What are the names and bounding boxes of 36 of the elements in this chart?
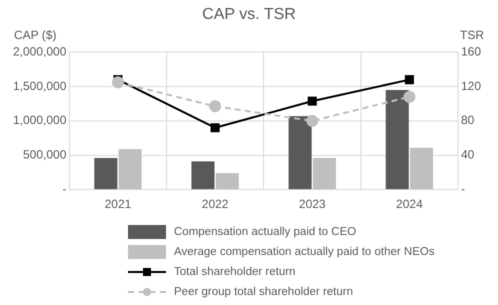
y2-tick-label: 40 — [460, 148, 475, 162]
y-tick-label: 500,000 — [22, 148, 67, 162]
point — [308, 96, 317, 106]
chart-title: CAP vs. TSR — [201, 5, 297, 25]
point — [404, 75, 414, 84]
y2-axis-title: TSR — [460, 28, 484, 42]
y-tick-label: 1,000,000 — [12, 113, 67, 128]
x-tick-label: 2023 — [298, 197, 326, 212]
x-tick-label: 2021 — [104, 197, 132, 212]
y2-tick-label: 120 — [460, 78, 482, 93]
legend-label: Compensation actually paid to CEO — [174, 226, 356, 238]
point — [403, 90, 416, 103]
y-tick-label: 1,500,000 — [12, 78, 67, 93]
bar — [94, 158, 118, 190]
point — [209, 100, 222, 112]
y-tick-label: 2,000,000 — [12, 44, 67, 59]
point — [306, 114, 318, 127]
bar — [312, 158, 336, 190]
y2-tick-label: 160 — [460, 44, 482, 59]
point — [210, 123, 220, 132]
point — [112, 76, 124, 88]
bar — [386, 90, 409, 190]
y2-tick-label: - — [460, 182, 465, 196]
y-axis-title: CAP ($) — [14, 28, 56, 42]
bar — [216, 173, 239, 190]
legend-label: Total shareholder return — [174, 266, 296, 278]
x-tick-label: 2022 — [202, 197, 229, 212]
legend-label: Peer group total shareholder return — [174, 286, 353, 298]
x-tick-label: 2024 — [396, 197, 424, 212]
y2-tick-label: 80 — [460, 113, 475, 128]
y-tick-label: - — [62, 182, 66, 196]
bar — [410, 148, 434, 190]
bar — [288, 116, 312, 190]
legend-label: Average compensation actually paid to other NEOs — [174, 246, 435, 258]
bar — [191, 161, 214, 190]
bar — [118, 149, 142, 190]
